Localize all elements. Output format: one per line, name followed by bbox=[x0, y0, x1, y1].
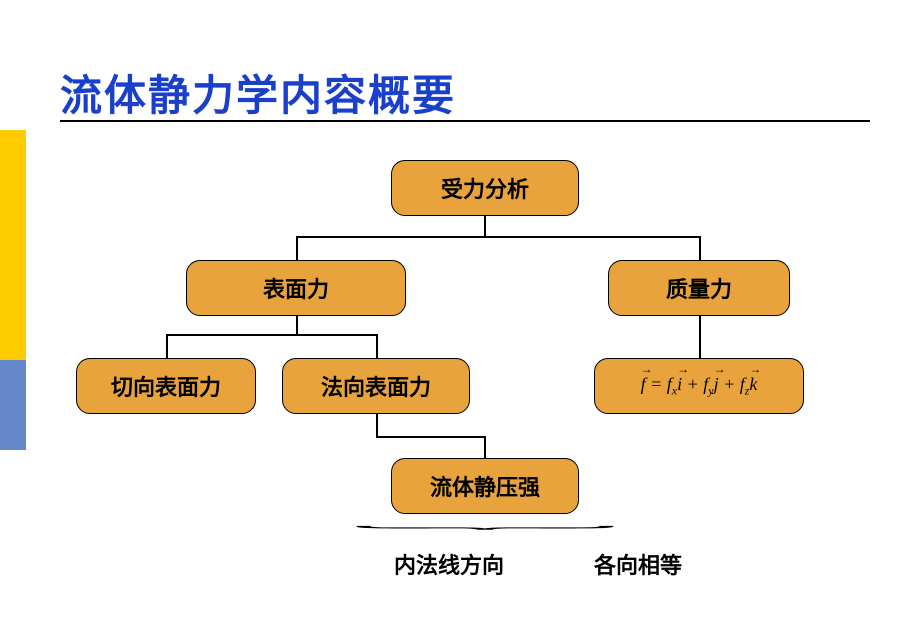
brace: ︸ bbox=[350, 521, 620, 543]
edge-5 bbox=[166, 334, 378, 336]
edge-6 bbox=[166, 334, 168, 358]
node-mass: 质量力 bbox=[608, 260, 790, 316]
node-surface: 表面力 bbox=[186, 260, 406, 316]
edge-2 bbox=[296, 236, 298, 260]
node-pressure: 流体静压强 bbox=[391, 458, 579, 514]
label-inner-normal: 内法线方向 bbox=[394, 548, 504, 580]
label-isotropic: 各向相等 bbox=[594, 548, 682, 580]
edge-1 bbox=[296, 236, 701, 238]
accent-bar-blue bbox=[0, 360, 26, 450]
node-normal: 法向表面力 bbox=[282, 358, 470, 414]
node-formula: f = fxi + fyj + fzk bbox=[594, 358, 804, 414]
edge-8 bbox=[699, 316, 701, 358]
page-title: 流体静力学内容概要 bbox=[60, 62, 456, 123]
accent-bar-yellow bbox=[0, 130, 26, 360]
edge-7 bbox=[376, 334, 378, 358]
formula-text: f = fxi + fyj + fzk bbox=[641, 374, 758, 399]
node-root: 受力分析 bbox=[391, 160, 579, 216]
node-tangent: 切向表面力 bbox=[76, 358, 256, 414]
edge-0 bbox=[484, 216, 486, 236]
edge-11 bbox=[484, 436, 486, 458]
edge-4 bbox=[296, 316, 298, 334]
edge-3 bbox=[699, 236, 701, 260]
edge-9 bbox=[376, 414, 378, 436]
edge-10 bbox=[376, 436, 486, 438]
title-underline bbox=[60, 120, 870, 122]
